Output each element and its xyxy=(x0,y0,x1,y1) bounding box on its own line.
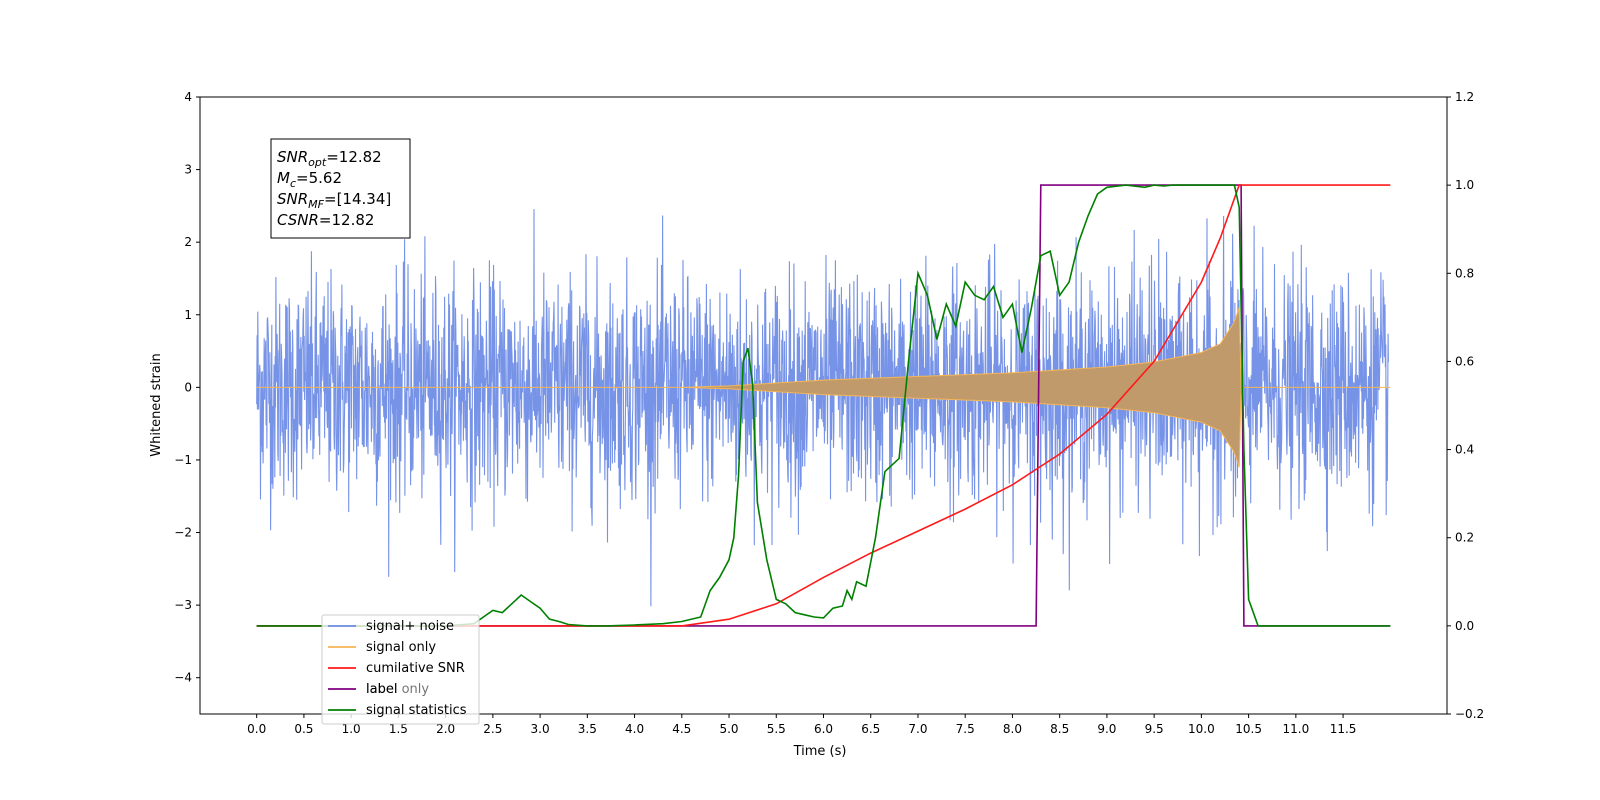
stats-annotation-box: SNRopt=12.82Mc=5.62SNRMF=[14.34]CSNR=12.… xyxy=(270,138,411,239)
x-tick-label: 0.0 xyxy=(247,722,266,736)
x-tick-label: 3.5 xyxy=(578,722,597,736)
annotation-line: SNRopt=12.82 xyxy=(277,148,382,169)
y-left-tick-label: 3 xyxy=(184,163,192,177)
y-right-tick-label: 0.8 xyxy=(1455,266,1474,280)
x-axis: 0.0 0.5 1.0 1.5 2.0 2.5 3.0 3.5 4.0 4.5 5.0 5.5 6.0 6… xyxy=(247,714,1356,736)
y-axis-left: −4 −3 −2 −1 0 1 2 3 4 xyxy=(174,90,200,685)
y-left-tick-label: −2 xyxy=(174,526,192,540)
x-tick-label: 8.0 xyxy=(1003,722,1022,736)
series-signal-only-envelope xyxy=(256,307,1391,468)
legend-entry-label: signal+ noise xyxy=(366,619,454,634)
annotation-line: SNRMF=[14.34] xyxy=(277,190,391,211)
legend-entry-label: cumilative SNR xyxy=(366,661,465,676)
y-right-tick-label: 0.6 xyxy=(1455,354,1474,368)
y-axis-right: −0.2 0.0 0.2 0.4 0.6 0.8 1.0 1.2 xyxy=(1447,90,1484,721)
y-left-tick-label: 0 xyxy=(184,380,192,394)
x-tick-label: 7.5 xyxy=(956,722,975,736)
x-tick-label: 11.0 xyxy=(1282,722,1309,736)
y-right-tick-label: 0.0 xyxy=(1455,619,1474,633)
x-tick-label: 4.5 xyxy=(672,722,691,736)
y-right-tick-label: 0.4 xyxy=(1455,443,1474,457)
y-axis-label-left: Whitened strain xyxy=(149,353,164,456)
y-left-tick-label: 1 xyxy=(184,308,192,322)
x-tick-label: 6.5 xyxy=(861,722,880,736)
annotation-line: Mc=5.62 xyxy=(277,169,342,190)
legend-entry-label: signal statistics xyxy=(366,703,467,718)
y-left-tick-label: −3 xyxy=(174,598,192,612)
y-left-tick-label: −1 xyxy=(174,453,192,467)
x-tick-label: 5.5 xyxy=(767,722,786,736)
y-left-tick-label: 2 xyxy=(184,235,192,249)
x-tick-label: 1.5 xyxy=(389,722,408,736)
y-left-tick-label: 4 xyxy=(184,90,192,104)
x-tick-label: 2.0 xyxy=(436,722,455,736)
series-cumulative-snr-line xyxy=(256,184,1391,627)
legend-entry-label: signal only xyxy=(366,640,436,655)
x-tick-label: 9.0 xyxy=(1097,722,1116,736)
x-axis-label: Time (s) xyxy=(793,744,847,759)
x-tick-label: 11.5 xyxy=(1330,722,1357,736)
y-right-tick-label: 1.2 xyxy=(1455,90,1474,104)
x-tick-label: 10.5 xyxy=(1235,722,1262,736)
legend-frame xyxy=(321,614,480,725)
x-tick-label: 2.5 xyxy=(483,722,502,736)
series-signal-statistics-line xyxy=(256,184,1391,627)
y-right-tick-label: 1.0 xyxy=(1455,178,1474,192)
x-tick-label: 0.5 xyxy=(294,722,313,736)
legend: signal+ noise signal only cumilative SNR la… xyxy=(321,614,480,725)
y-right-tick-label: 0.2 xyxy=(1455,531,1474,545)
x-tick-label: 3.0 xyxy=(531,722,550,736)
legend-ghost-label-only: label only xyxy=(366,682,429,697)
x-tick-label: 7.0 xyxy=(908,722,927,736)
y-right-tick-label: −0.2 xyxy=(1455,707,1484,721)
legend-entry-label: label xyxy=(366,682,397,697)
annotation-line: CSNR=12.82 xyxy=(277,211,374,229)
x-tick-label: 4.0 xyxy=(625,722,644,736)
x-tick-label: 10.0 xyxy=(1188,722,1215,736)
x-tick-label: 5.0 xyxy=(719,722,738,736)
x-tick-label: 6.0 xyxy=(814,722,833,736)
series-layer xyxy=(256,184,1391,627)
x-tick-label: 9.5 xyxy=(1145,722,1164,736)
x-tick-label: 1.0 xyxy=(342,722,361,736)
y-left-tick-label: −4 xyxy=(174,671,192,685)
x-tick-label: 8.5 xyxy=(1050,722,1069,736)
annotation-frame xyxy=(270,138,411,239)
